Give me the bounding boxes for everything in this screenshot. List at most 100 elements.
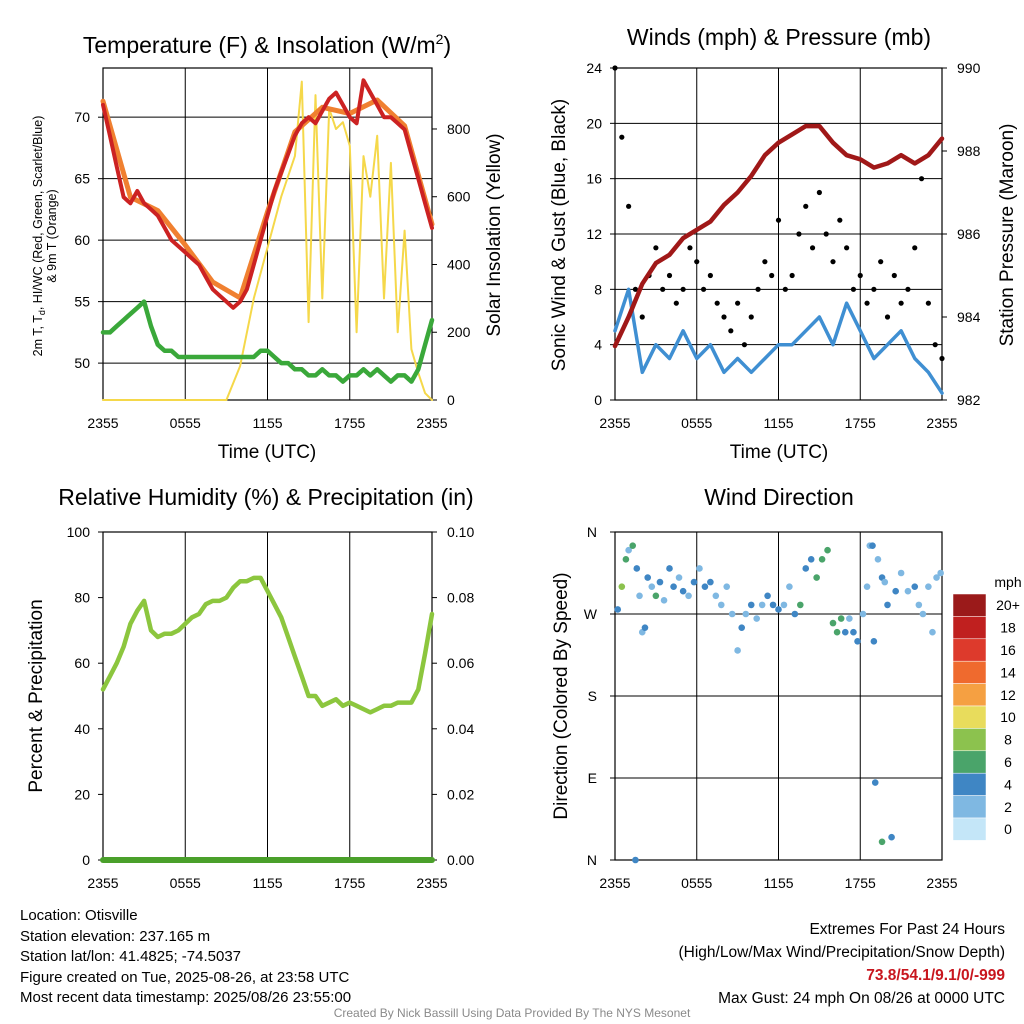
colorbar-swatch bbox=[952, 705, 987, 729]
direction-point bbox=[636, 592, 643, 600]
direction-point bbox=[625, 546, 632, 554]
direction-point bbox=[742, 610, 750, 618]
colorbar-swatch bbox=[952, 772, 987, 796]
gust-point bbox=[741, 342, 748, 348]
direction-point bbox=[846, 615, 853, 622]
temperature-x-tick-label: 1755 bbox=[334, 415, 365, 431]
direction-point bbox=[871, 779, 879, 786]
direction-point bbox=[644, 574, 651, 581]
direction-point bbox=[878, 838, 886, 846]
gust-point bbox=[632, 286, 639, 292]
humidity-y-tick-label: 60 bbox=[74, 655, 90, 671]
humidity-y-tick-label: 40 bbox=[74, 721, 90, 737]
humidity-x-tick-label: 1155 bbox=[252, 875, 282, 891]
direction-point bbox=[614, 606, 622, 613]
gust-point bbox=[884, 314, 891, 320]
winds-ylabel-right: Station Pressure (Maroon) bbox=[997, 124, 1018, 347]
direction-point bbox=[753, 615, 760, 622]
direction-point bbox=[775, 606, 782, 613]
temperature-y-tick-label: 65 bbox=[74, 171, 90, 187]
temperature-panel: 2355 0555 1155 1755 2355 50 55 60 65 70 0 200 400 600… bbox=[74, 67, 471, 431]
temperature-y2-tick-label: 200 bbox=[447, 324, 471, 340]
gust-point bbox=[769, 272, 775, 279]
relative-humidity-line bbox=[100, 575, 435, 715]
temp-2m-line bbox=[101, 78, 434, 310]
gust-point bbox=[796, 231, 802, 237]
direction-point bbox=[791, 610, 799, 618]
colorbar-swatch bbox=[952, 593, 987, 617]
colorbar-swatch bbox=[952, 795, 987, 819]
direction-ylabel-left: Direction (Colored By Speed) bbox=[551, 572, 572, 819]
direction-point bbox=[869, 542, 876, 549]
gust-point bbox=[850, 286, 857, 292]
direction-point bbox=[666, 565, 673, 572]
direction-point bbox=[874, 556, 882, 563]
winds-x-tick-label: 0555 bbox=[681, 415, 712, 431]
direction-point bbox=[728, 610, 736, 618]
temperature-y2-tick-label: 400 bbox=[447, 256, 471, 272]
gust-point bbox=[707, 272, 713, 279]
winds-y-tick-label: 20 bbox=[586, 115, 602, 131]
gust-point bbox=[932, 342, 938, 348]
humidity-x-tick-label: 2355 bbox=[416, 875, 447, 891]
station-info: Location: Otisville Station elevation: 2… bbox=[20, 906, 351, 1009]
direction-point bbox=[824, 546, 831, 554]
winds-y-tick-label: 16 bbox=[586, 171, 602, 187]
winds-x-tick-label: 2355 bbox=[926, 415, 957, 431]
station-location: Location: Otisville bbox=[20, 907, 138, 924]
gust-point bbox=[612, 65, 618, 71]
direction-point bbox=[652, 592, 660, 600]
gust-point bbox=[891, 272, 897, 279]
colorbar: 20+ 18 16 14 12 10 8 6 4 2 0 bbox=[952, 593, 1020, 841]
gust-point bbox=[639, 314, 645, 320]
gust-point bbox=[721, 314, 727, 320]
gust-point bbox=[878, 259, 884, 265]
gust-point bbox=[653, 245, 659, 251]
colorbar-label: 14 bbox=[1000, 664, 1016, 680]
direction-point bbox=[660, 597, 668, 604]
temperature-y-tick-label: 50 bbox=[74, 355, 90, 371]
direction-x-tick-label: 1755 bbox=[845, 875, 876, 891]
gust-point bbox=[830, 259, 836, 265]
gust-point bbox=[673, 300, 679, 306]
colorbar-label: 6 bbox=[1004, 754, 1012, 770]
direction-point bbox=[888, 833, 895, 841]
winds-panel: 2355 0555 1155 1755 2355 0 4 8 12 16 20 24 982 984 986… bbox=[586, 60, 980, 431]
winds-x-tick-label: 2355 bbox=[599, 415, 630, 431]
humidity-y2-tick-label: 0.04 bbox=[447, 721, 474, 737]
direction-y-tick-label: W bbox=[584, 606, 598, 622]
gust-point bbox=[735, 300, 741, 306]
direction-x-tick-label: 1155 bbox=[763, 875, 793, 891]
direction-point bbox=[764, 592, 771, 600]
gust-point bbox=[816, 189, 822, 196]
direction-point bbox=[685, 592, 692, 600]
winds-y-tick-label: 8 bbox=[594, 281, 602, 297]
winds-ylabel-left: Sonic Wind & Gust (Blue, Black) bbox=[549, 99, 570, 371]
gust-point bbox=[857, 272, 863, 279]
gust-point bbox=[809, 245, 816, 251]
gust-point bbox=[898, 300, 904, 306]
direction-point bbox=[897, 569, 905, 577]
gust-point bbox=[918, 176, 925, 182]
humidity-y-tick-label: 80 bbox=[74, 590, 90, 606]
direction-point bbox=[656, 578, 664, 586]
humidity-y2-tick-label: 0.06 bbox=[447, 655, 474, 671]
gust-point bbox=[871, 286, 877, 292]
direction-point bbox=[802, 565, 810, 572]
gust-point bbox=[680, 286, 686, 292]
direction-point bbox=[911, 583, 919, 590]
gust-point bbox=[925, 300, 931, 306]
colorbar-label: 0 bbox=[1004, 821, 1012, 837]
direction-point bbox=[648, 583, 656, 590]
gust-point bbox=[660, 286, 666, 292]
gust-point bbox=[714, 300, 720, 306]
temperature-y2-tick-label: 600 bbox=[447, 189, 471, 205]
gust-point bbox=[626, 203, 632, 209]
solar-insolation-line bbox=[102, 80, 433, 401]
winds-y2-tick-label: 988 bbox=[957, 143, 981, 159]
direction-x-tick-label: 2355 bbox=[926, 875, 957, 891]
colorbar-title: mph bbox=[994, 574, 1021, 590]
direction-point bbox=[780, 601, 788, 609]
colorbar-swatch bbox=[952, 750, 987, 774]
gust-point bbox=[912, 245, 918, 251]
